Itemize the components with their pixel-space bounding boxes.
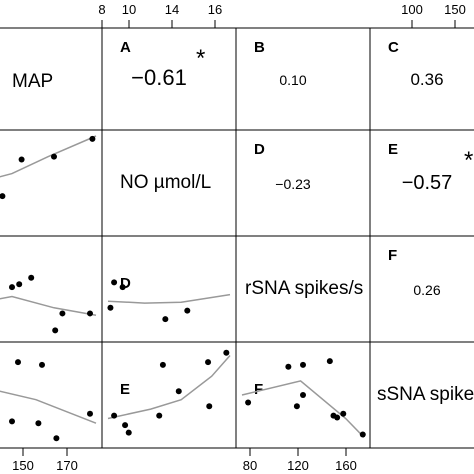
top-tick-label: 14	[165, 2, 179, 17]
top-tick-label: 16	[208, 2, 222, 17]
correlation-value: −0.23	[275, 176, 311, 192]
bottom-tick-label: 80	[243, 458, 257, 473]
data-point	[285, 363, 292, 370]
data-point	[122, 422, 129, 429]
data-point	[28, 274, 35, 281]
panel-letter: B	[254, 39, 265, 56]
data-point	[159, 361, 166, 368]
data-point	[35, 420, 42, 427]
data-point	[9, 284, 15, 291]
data-point	[111, 279, 118, 286]
data-point	[0, 193, 6, 200]
data-point	[53, 435, 60, 442]
data-point	[59, 310, 66, 317]
top-tick-label: 100	[401, 2, 423, 17]
variable-label: NO µmol/L	[120, 172, 211, 193]
bottom-tick-label: 160	[335, 458, 357, 473]
top-tick-label: 8	[98, 2, 105, 17]
variable-label: sSNA spike	[377, 384, 474, 405]
data-point	[39, 361, 45, 368]
panel-letter: A	[120, 39, 131, 56]
top-tick-label: 150	[444, 2, 466, 17]
data-point	[18, 156, 25, 163]
bottom-tick-label: 150	[12, 458, 34, 473]
significance-star: *	[196, 45, 205, 72]
panel-letter: D	[120, 275, 131, 292]
panel-letter: F	[254, 381, 263, 398]
panel-letter: E	[120, 381, 130, 398]
data-point	[300, 392, 306, 398]
data-point	[206, 403, 213, 410]
bottom-tick-label: 120	[287, 458, 309, 473]
data-point	[162, 316, 169, 323]
data-point	[89, 135, 96, 142]
data-point	[156, 412, 163, 419]
data-point	[107, 304, 114, 311]
data-point	[223, 349, 230, 356]
panel-letter: C	[388, 39, 399, 56]
data-point	[119, 284, 126, 291]
correlation-value: 0.10	[279, 72, 306, 88]
trend-line	[107, 293, 231, 304]
trend-line	[0, 135, 97, 178]
data-point	[293, 403, 300, 410]
panel-letter: D	[254, 141, 265, 158]
correlation-value: −0.61	[131, 65, 187, 90]
data-point	[300, 361, 306, 368]
data-point	[125, 429, 132, 436]
significance-star: *	[464, 147, 473, 174]
variable-label: MAP	[12, 71, 53, 92]
data-point	[334, 414, 341, 421]
data-point	[9, 418, 15, 425]
data-point	[326, 358, 333, 365]
data-point	[52, 327, 59, 334]
data-point	[16, 281, 23, 288]
panel-frame	[0, 129, 103, 237]
correlation-value: −0.57	[402, 172, 453, 194]
data-point	[175, 388, 182, 395]
panel-letter: E	[388, 141, 398, 158]
data-point	[205, 359, 212, 366]
data-point	[15, 359, 21, 366]
correlation-value: 0.26	[413, 282, 440, 298]
trend-line	[0, 295, 97, 317]
data-point	[245, 399, 252, 406]
data-point	[184, 307, 191, 314]
bottom-tick-label: 170	[56, 458, 78, 473]
panel-frame	[0, 235, 103, 343]
data-point	[111, 412, 118, 419]
top-tick-label: 10	[122, 2, 136, 17]
trend-line	[107, 355, 231, 420]
data-point	[359, 431, 366, 438]
panel-frame	[369, 341, 474, 449]
data-point	[87, 410, 93, 417]
trend-line	[241, 380, 365, 438]
data-point	[87, 310, 93, 317]
data-point	[51, 153, 57, 160]
panel-letter: F	[388, 247, 397, 264]
data-point	[340, 410, 347, 417]
variable-label: rSNA spikes/s	[245, 278, 363, 299]
correlation-value: 0.36	[410, 70, 443, 89]
trend-line	[0, 390, 97, 424]
